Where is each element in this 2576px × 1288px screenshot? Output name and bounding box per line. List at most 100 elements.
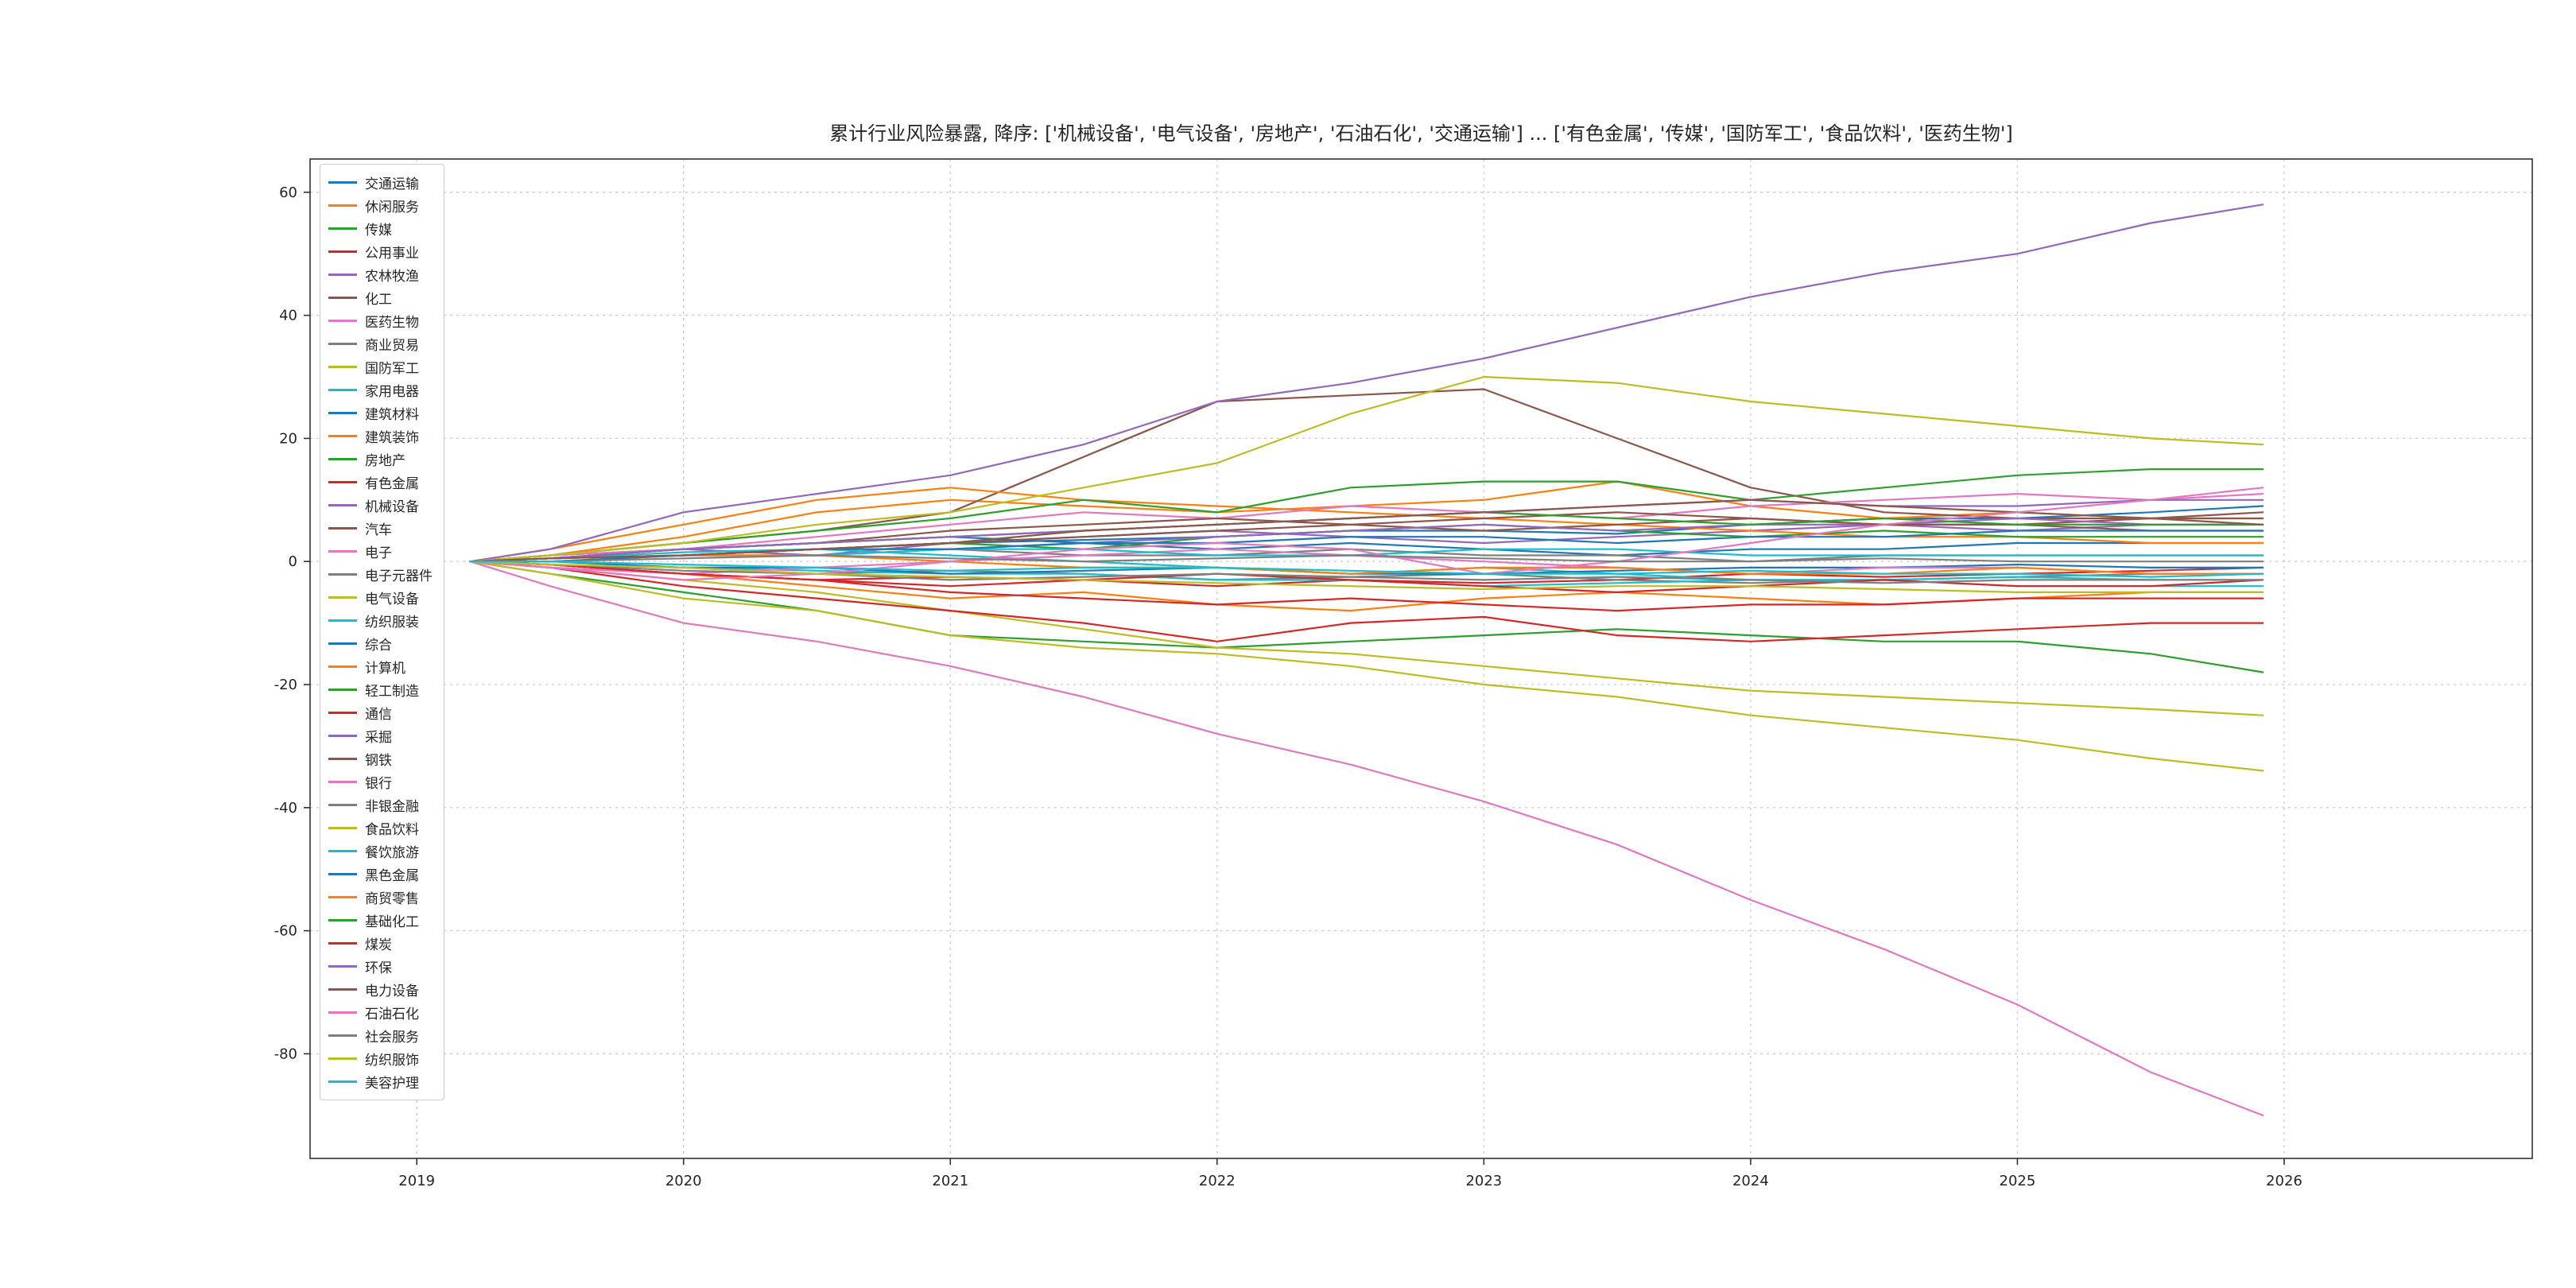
legend-label: 建筑材料 [365, 407, 419, 423]
legend-line-swatch [328, 389, 357, 391]
legend-label: 医药生物 [365, 315, 419, 331]
series-line [469, 561, 2264, 594]
x-tick-label: 2022 [1199, 1173, 1236, 1189]
legend-line-swatch [328, 1080, 357, 1083]
series-line [469, 561, 2264, 772]
legend-item: 交通运输 [328, 171, 433, 194]
series-line [469, 375, 2264, 563]
series-line [469, 499, 2264, 563]
legend-label: 银行 [365, 776, 392, 792]
legend-item: 基础化工 [328, 909, 433, 932]
legend-item: 农林牧渔 [328, 263, 433, 286]
x-tick-label: 2019 [398, 1173, 435, 1189]
legend-label: 采掘 [365, 730, 392, 746]
legend-item: 电力设备 [328, 978, 433, 1001]
legend-line-swatch [328, 619, 357, 622]
legend-line-swatch [328, 458, 357, 460]
legend-line-swatch [328, 366, 357, 368]
legend-item: 美容护理 [328, 1070, 433, 1093]
legend-item: 银行 [328, 770, 433, 793]
x-tick-label: 2020 [665, 1173, 702, 1189]
legend-line-swatch [328, 712, 357, 714]
legend-label: 美容护理 [365, 1076, 419, 1092]
y-tick-label: -60 [274, 923, 297, 940]
legend-label: 交通运输 [365, 177, 419, 192]
legend-line-swatch [328, 804, 357, 806]
legend-line-swatch [328, 735, 357, 737]
legend-line-swatch [328, 1057, 357, 1060]
legend-item: 钢铁 [328, 747, 433, 770]
legend-line-swatch [328, 274, 357, 276]
legend-item: 煤炭 [328, 932, 433, 955]
chart-title: 累计行业风险暴露, 降序: ['机械设备', '电气设备', '房地产', '石… [829, 122, 2013, 145]
legend-label: 煤炭 [365, 937, 392, 953]
x-tick-label: 2024 [1732, 1173, 1769, 1189]
legend-label: 电子 [365, 545, 392, 561]
y-tick-label: -20 [274, 677, 297, 693]
y-tick-label: 40 [279, 308, 297, 324]
legend-line-swatch [328, 596, 357, 599]
legend-label: 综合 [365, 638, 392, 654]
legend-item: 电气设备 [328, 586, 433, 609]
legend-item: 医药生物 [328, 309, 433, 332]
legend-label: 餐饮旅游 [365, 845, 419, 861]
legend-item: 电子 [328, 540, 433, 563]
legend-item: 商贸零售 [328, 886, 433, 909]
legend-label: 传媒 [365, 223, 392, 239]
legend-line-swatch [328, 573, 357, 576]
legend-label: 商贸零售 [365, 891, 419, 907]
axes-frame [309, 158, 2533, 1159]
legend-item: 轻工制造 [328, 678, 433, 701]
legend-label: 石油石化 [365, 1007, 419, 1022]
y-tick-label: 20 [279, 430, 297, 447]
legend-item: 房地产 [328, 448, 433, 471]
legend-label: 环保 [365, 960, 392, 976]
legend-label: 机械设备 [365, 499, 419, 515]
legend-line-swatch [328, 1034, 357, 1037]
legend-label: 纺织服装 [365, 615, 419, 630]
legend-item: 社会服务 [328, 1024, 433, 1047]
legend-item: 化工 [328, 286, 433, 309]
series-line [469, 561, 2264, 578]
legend-line-swatch [328, 527, 357, 530]
legend-line-swatch [328, 320, 357, 322]
legend-item: 传媒 [328, 217, 433, 240]
legend-line-swatch [328, 873, 357, 875]
series-line [469, 561, 2264, 716]
legend-label: 非银金融 [365, 799, 419, 815]
legend-line-swatch [328, 412, 357, 414]
legend-label: 有色金属 [365, 476, 419, 492]
legend-line-swatch [328, 758, 357, 760]
legend-item: 通信 [328, 701, 433, 724]
legend-item: 商业贸易 [328, 332, 433, 355]
series-line [469, 467, 2264, 563]
legend-line-swatch [328, 250, 357, 253]
legend-line-swatch [328, 550, 357, 553]
legend-line-swatch [328, 227, 357, 230]
legend-label: 电子元器件 [365, 568, 433, 584]
legend-line-swatch [328, 435, 357, 437]
series-line [469, 487, 2264, 563]
legend-label: 电气设备 [365, 592, 419, 607]
legend-item: 机械设备 [328, 494, 433, 517]
legend-line-swatch [328, 988, 357, 991]
legend-line-swatch [328, 343, 357, 345]
legend-label: 通信 [365, 707, 392, 723]
legend-label: 房地产 [365, 453, 405, 469]
legend-item: 国防军工 [328, 355, 433, 378]
legend-item: 食品饮料 [328, 817, 433, 840]
legend-item: 建筑材料 [328, 402, 433, 425]
series-line [469, 561, 2264, 584]
legend-label: 农林牧渔 [365, 269, 419, 285]
legend-item: 纺织服装 [328, 609, 433, 632]
x-tick-label: 2026 [2266, 1173, 2302, 1189]
legend-item: 汽车 [328, 517, 433, 540]
legend-line-swatch [328, 942, 357, 945]
legend-label: 食品饮料 [365, 822, 419, 838]
legend-label: 基础化工 [365, 914, 419, 930]
y-tick-label: -40 [274, 800, 297, 817]
legend-label: 公用事业 [365, 246, 419, 262]
legend-label: 纺织服饰 [365, 1053, 419, 1069]
